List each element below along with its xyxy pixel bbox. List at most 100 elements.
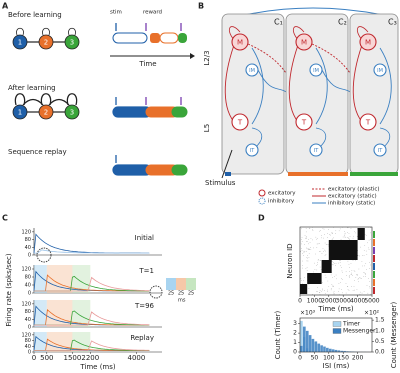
raster-dot [306, 241, 307, 242]
y2-tick-label: 0.5 [375, 338, 385, 345]
raster-dot [331, 261, 333, 262]
raster-dot [337, 262, 339, 264]
raster-dot [322, 282, 323, 284]
axis-label: Neuron ID [286, 243, 294, 278]
neuron [231, 33, 249, 51]
y-tick-label: 80 [25, 237, 31, 243]
raster-dot [353, 235, 354, 237]
raster-dot [330, 289, 332, 291]
raster-dot [348, 276, 350, 277]
raster-dot [321, 294, 322, 296]
raster-dot [317, 263, 318, 265]
annotation: Stimulus [205, 179, 236, 187]
raster-dot [366, 254, 368, 255]
axis-label: ISI (ms) [323, 362, 350, 370]
raster-dot [351, 272, 352, 274]
raster-dot [315, 253, 316, 255]
raster-dot [344, 232, 346, 234]
raster-dot [321, 237, 322, 239]
panel-label: A [2, 2, 9, 11]
bar [150, 33, 160, 43]
stim-bar [288, 172, 348, 176]
raster-dot [324, 274, 326, 276]
raster-dot [349, 239, 350, 240]
raster-dot [345, 271, 347, 273]
raster-dot [332, 233, 333, 234]
stim-line [221, 149, 233, 179]
neuron-label: IT [314, 148, 319, 154]
raster-dot [331, 284, 333, 285]
raster-dot [362, 265, 363, 267]
raster-dot [330, 274, 332, 276]
raster-dot [305, 231, 307, 233]
y-tick-label: 0 [28, 325, 31, 331]
y-tick-label: 80 [25, 275, 31, 281]
raster-dot [317, 259, 319, 261]
raster-dot [335, 233, 336, 234]
raster-dot [312, 227, 313, 228]
zoom [149, 285, 163, 299]
group-bar [373, 231, 375, 238]
raster-dot [301, 228, 302, 230]
raster-dot [343, 235, 345, 236]
raster-dot [300, 251, 302, 252]
x-tick-label: 0 [298, 355, 302, 362]
annotation: stim [110, 10, 122, 16]
raster-dot [369, 286, 370, 287]
raster-dot [327, 280, 329, 282]
raster-dot [323, 228, 325, 230]
inset-unit: ms [178, 298, 186, 304]
raster-dot [308, 284, 310, 285]
zoom [36, 247, 52, 263]
raster-dot [319, 243, 320, 244]
node-label: 1 [18, 109, 22, 117]
raster-dot [339, 262, 341, 263]
x-tick-label: 0 [298, 298, 302, 305]
raster-dot [370, 239, 371, 240]
raster-dot [325, 254, 327, 255]
raster-dot [354, 280, 355, 281]
raster-dot [331, 239, 333, 240]
raster-dot [338, 283, 340, 284]
raster-dot [325, 244, 327, 245]
raster-dot [305, 236, 307, 238]
raster-dot [371, 234, 372, 236]
raster-dot [306, 294, 307, 295]
raster-dot [338, 230, 340, 232]
raster-dot [327, 233, 328, 234]
raster-dot [348, 237, 349, 239]
raster-dot [354, 289, 355, 291]
raster-dot [319, 260, 321, 261]
y-tick-label: 80 [25, 338, 31, 344]
axis-label: Count (Timer) [274, 310, 282, 359]
raster-dot [354, 231, 356, 233]
legend-sym [258, 197, 266, 205]
raster-dot [309, 242, 311, 243]
raster-dot [317, 291, 318, 293]
raster-dot [333, 294, 335, 295]
raster-dot [332, 264, 334, 266]
raster-dot [342, 236, 344, 238]
raster-dot [302, 283, 303, 285]
raster-dot [348, 233, 350, 234]
raster-dot [308, 228, 310, 229]
raster-dot [339, 294, 340, 295]
raster-dot [333, 262, 334, 263]
raster-dot [364, 234, 366, 235]
raster-dot [304, 251, 306, 252]
raster-dot [303, 255, 304, 256]
hist-bar [320, 345, 324, 353]
raster-dot [358, 281, 359, 283]
raster-dot [327, 291, 329, 292]
raster-dot [339, 260, 340, 261]
neuron-label: M [301, 39, 307, 47]
raster-dot [333, 291, 335, 292]
raster-dot [323, 237, 324, 239]
raster-dot [361, 278, 362, 279]
bar [112, 106, 152, 118]
raster-dot [353, 270, 355, 272]
bar [112, 32, 148, 44]
y-tick-label: 0 [28, 350, 31, 356]
raster-dot [308, 257, 310, 258]
raster-dot [328, 286, 330, 287]
